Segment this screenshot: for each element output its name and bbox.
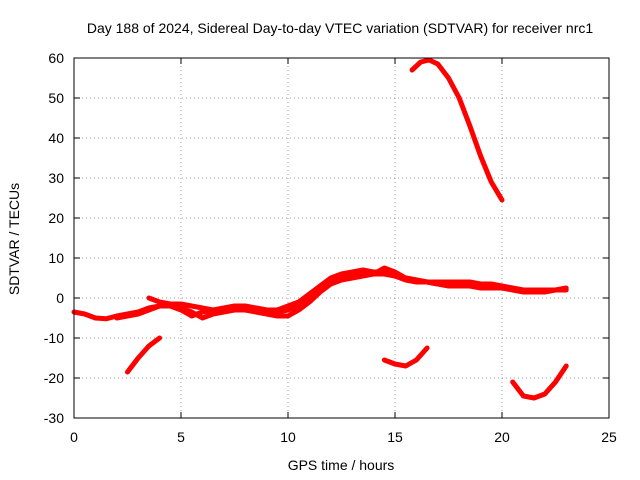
y-axis-title: SDTVAR / TECUs [6,183,22,295]
x-tick-label: 5 [177,429,185,445]
series-segment-15h [381,345,430,369]
grid-lines [74,58,609,418]
series-layer [71,57,569,401]
series-segment-21h [510,363,569,401]
y-tick-label: -30 [44,410,64,426]
chart-title: Day 188 of 2024, Sidereal Day-to-day VTE… [87,20,593,36]
y-tick-label: -20 [44,370,64,386]
series-main-band-c [146,265,505,321]
x-tick-label: 25 [601,429,617,445]
y-tick-label: 20 [48,210,64,226]
x-tick-label: 10 [280,429,296,445]
y-tick-label: 0 [56,290,64,306]
y-tick-label: 40 [48,130,64,146]
x-tick-label: 0 [70,429,78,445]
y-tick-label: 10 [48,250,64,266]
x-tick-label: 20 [494,429,510,445]
y-tick-label: -10 [44,330,64,346]
axis-ticks: 0 5 10 15 20 25 -30 -20 -10 0 10 20 30 40 50 60 [44,50,617,445]
series-segment-3h [125,335,163,375]
x-tick-label: 15 [387,429,403,445]
y-tick-label: 60 [48,50,64,66]
plot-frame [73,57,610,419]
y-tick-label: 30 [48,170,64,186]
x-axis-title: GPS time / hours [288,457,395,473]
y-tick-label: 50 [48,90,64,106]
series-segment-17h [409,57,505,203]
